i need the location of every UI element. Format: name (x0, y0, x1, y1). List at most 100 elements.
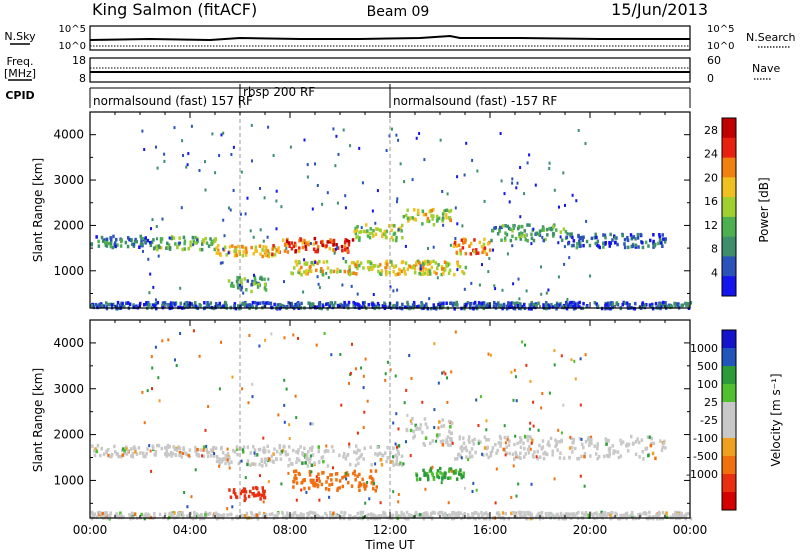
echo-cell (102, 452, 106, 456)
echo-cell (585, 239, 589, 244)
echo-cell (605, 302, 608, 307)
scatter-cell (280, 205, 283, 209)
echo-cell (530, 232, 533, 236)
scatter-cell (350, 284, 353, 288)
colorbar-swatch (722, 438, 736, 457)
echo-cell (405, 427, 408, 432)
echo-cell (477, 303, 481, 308)
echo-cell (614, 449, 617, 454)
echo-cell (598, 245, 601, 250)
echo-cell (307, 450, 310, 454)
echo-cell (253, 494, 256, 498)
echo-cell (505, 232, 509, 237)
echo-cell (374, 514, 377, 518)
echo-cell (524, 452, 527, 456)
echo-cell (112, 302, 115, 307)
echo-cell (346, 473, 350, 477)
echo-cell (336, 267, 339, 272)
echo-cell (485, 438, 488, 442)
echo-cell (630, 434, 633, 439)
echo-cell (340, 303, 344, 308)
x-tick-label: 12:00 (373, 523, 408, 537)
echo-cell (340, 244, 344, 249)
echo-cell (352, 471, 355, 476)
echo-cell (661, 233, 664, 237)
echo-cell (421, 209, 425, 213)
scatter-cell (499, 132, 502, 135)
nsky-tick-low: 10^0 (59, 41, 86, 52)
echo-cell (641, 245, 645, 250)
echo-cell (509, 238, 513, 243)
echo-cell (218, 457, 221, 461)
echo-cell (343, 248, 347, 252)
echo-cell (505, 306, 509, 311)
echo-cell (579, 236, 582, 240)
echo-cell (613, 240, 617, 245)
scatter-cell (267, 480, 270, 484)
echo-cell (424, 511, 427, 515)
echo-cell (288, 457, 291, 462)
echo-cell (253, 300, 257, 305)
echo-cell (582, 243, 585, 248)
scatter-cell (240, 170, 243, 174)
scatter-cell (222, 131, 225, 135)
echo-cell (315, 305, 319, 309)
echo-cell (461, 246, 465, 250)
scatter-cell (316, 275, 319, 279)
echo-cell (395, 455, 399, 460)
echo-cell (596, 239, 600, 243)
echo-cell (422, 468, 425, 473)
echo-cell (646, 435, 650, 439)
echo-cell (596, 444, 599, 449)
scatter-cell (517, 482, 520, 486)
echo-cell (320, 240, 323, 244)
y-tick-label: 4000 (53, 128, 84, 142)
echo-cell (413, 434, 416, 438)
echo-cell (572, 307, 576, 311)
scatter-cell (335, 247, 337, 251)
echo-cell (612, 449, 615, 453)
echo-cell (342, 455, 345, 459)
echo-cell (429, 515, 432, 520)
scatter-cell (321, 202, 324, 206)
echo-cell (374, 489, 377, 493)
echo-cell (374, 232, 378, 236)
echo-cell (636, 232, 640, 237)
echo-cell (443, 209, 446, 213)
echo-cell (292, 469, 296, 474)
scatter-cell (525, 289, 528, 293)
echo-cell (554, 304, 557, 308)
scatter-cell (447, 501, 450, 505)
echo-cell (216, 303, 219, 308)
scatter-cell (559, 235, 562, 239)
scatter-cell (406, 413, 409, 417)
scatter-cell (186, 163, 189, 167)
scatter-cell (449, 243, 452, 247)
scatter-cell (211, 132, 214, 136)
echo-cell (442, 474, 445, 478)
scatter-cell (240, 459, 243, 463)
echo-cell (172, 445, 175, 449)
echo-cell (290, 246, 294, 251)
echo-cell (462, 471, 465, 475)
echo-cell (417, 211, 420, 216)
echo-cell (98, 511, 102, 515)
nave-tick-high: 60 (707, 54, 721, 67)
echo-cell (329, 270, 333, 274)
echo-cell (551, 449, 554, 453)
echo-cell (502, 302, 506, 307)
echo-cell (429, 441, 432, 446)
echo-cell (438, 511, 441, 515)
echo-cell (423, 261, 427, 266)
echo-cell (407, 515, 410, 519)
scatter-cell (336, 201, 339, 205)
echo-cell (93, 512, 97, 516)
echo-cell (362, 305, 366, 309)
colorbar-swatch (722, 492, 736, 511)
scatter-cell (475, 398, 478, 402)
echo-cell (572, 300, 575, 305)
echo-cell (294, 259, 298, 264)
scatter-cell (535, 455, 538, 459)
colorbar-frame (721, 117, 737, 297)
scatter-cell (272, 154, 275, 157)
